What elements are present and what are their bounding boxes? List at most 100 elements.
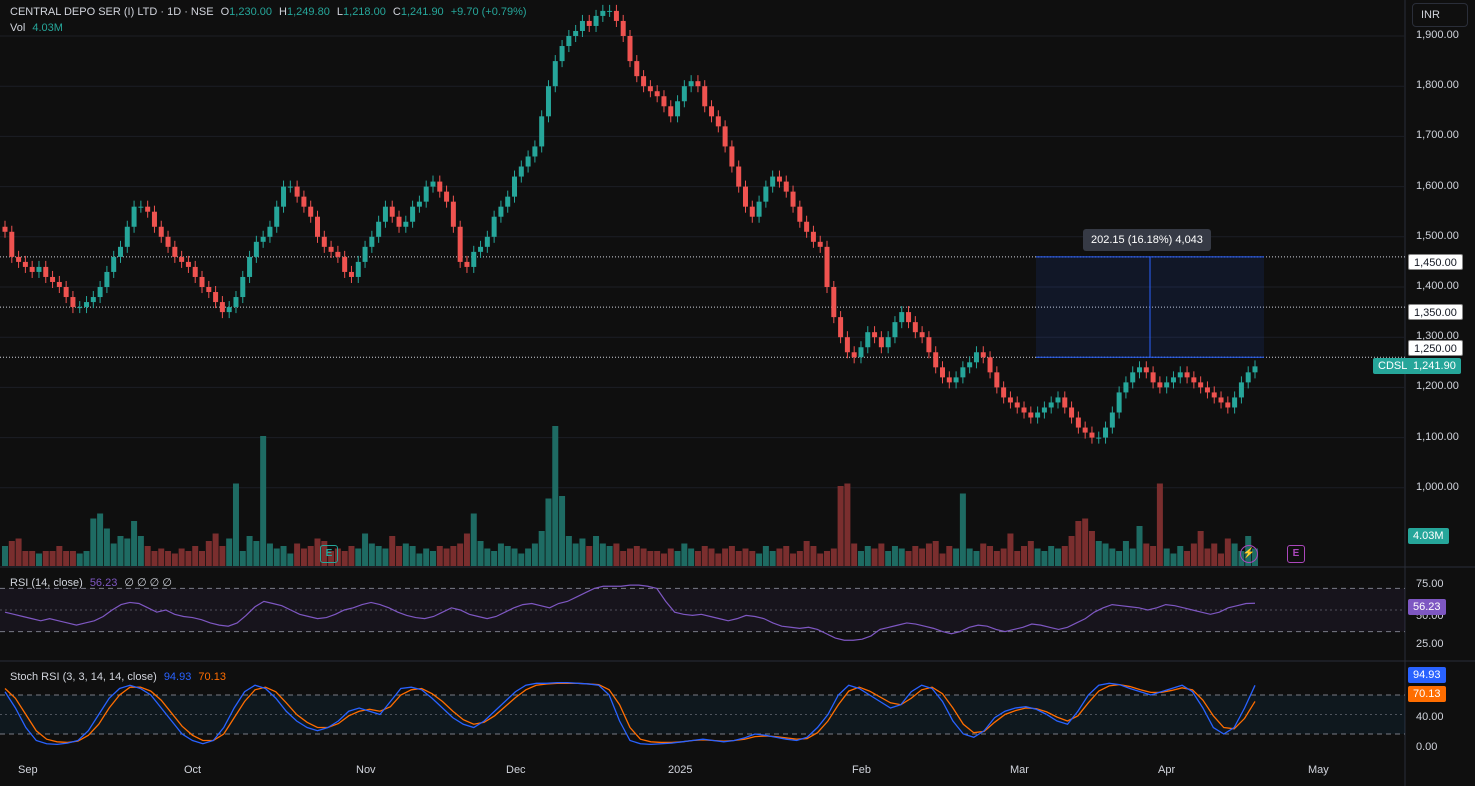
- high-value: 1,249.80: [287, 6, 330, 18]
- candle-body: [620, 20, 626, 36]
- candle-body: [287, 186, 293, 188]
- candle-body: [1252, 366, 1258, 373]
- candle-body: [654, 91, 660, 97]
- volume-bar: [667, 548, 674, 566]
- candle-body: [240, 276, 246, 298]
- candle-body: [308, 206, 314, 217]
- price-axis-label: 1,000.00: [1416, 480, 1459, 493]
- volume-label[interactable]: Vol: [10, 22, 26, 34]
- candle-body: [376, 221, 382, 237]
- measure-label[interactable]: 202.15 (16.18%) 4,043: [1083, 229, 1211, 251]
- volume-bar: [416, 553, 423, 566]
- low-value: 1,218.00: [343, 6, 386, 18]
- volume-legend: Vol 4.03M: [10, 22, 63, 34]
- volume-bar: [749, 551, 756, 566]
- candle-body: [1191, 377, 1197, 383]
- volume-bar: [1224, 538, 1231, 566]
- candle-body: [36, 266, 42, 272]
- candle-body: [973, 352, 979, 363]
- candle-body: [1137, 367, 1143, 373]
- volume-bar: [1075, 521, 1082, 566]
- stoch-axis-0: 0.00: [1416, 741, 1438, 753]
- candle-body: [70, 297, 76, 308]
- stoch-title[interactable]: Stoch RSI (3, 3, 14, 14, close): [10, 671, 157, 683]
- candle-body: [736, 166, 742, 187]
- volume-bar: [103, 528, 110, 566]
- earnings-upcoming-icon[interactable]: E: [1287, 545, 1305, 563]
- horizontal-line-tag-1250[interactable]: 1,250.00: [1408, 340, 1463, 356]
- volume-bar: [409, 546, 416, 566]
- candle-body: [104, 271, 110, 287]
- horizontal-line-tag-1350[interactable]: 1,350.00: [1408, 304, 1463, 320]
- volume-bar: [538, 531, 545, 566]
- volume-bar: [1136, 526, 1143, 566]
- candle-body: [43, 266, 49, 277]
- volume-bar: [525, 548, 532, 566]
- volume-bar: [49, 551, 56, 566]
- rsi-title[interactable]: RSI (14, close): [10, 577, 83, 589]
- candle-body: [498, 206, 504, 217]
- volume-bar: [260, 436, 267, 566]
- volume-bar: [307, 546, 314, 566]
- high-label: H: [279, 6, 287, 18]
- volume-bar: [953, 548, 960, 566]
- candle-body: [607, 10, 613, 12]
- candle-body: [151, 211, 157, 227]
- candle-body: [90, 297, 96, 303]
- volume-bar: [946, 546, 953, 566]
- rsi-legend: RSI (14, close) 56.23 ∅ ∅ ∅ ∅: [10, 576, 172, 589]
- volume-bar: [844, 483, 851, 566]
- volume-bar: [151, 551, 158, 566]
- volume-bar: [42, 551, 49, 566]
- dividend-icon[interactable]: ⚡: [1240, 545, 1258, 563]
- time-axis-mar: Mar: [1010, 764, 1029, 776]
- volume-bar: [171, 553, 178, 566]
- volume-bar: [959, 493, 966, 566]
- candle-body: [797, 206, 803, 222]
- candle-body: [702, 86, 708, 107]
- candle-body: [315, 216, 320, 237]
- stoch-k-line: [4, 682, 1256, 746]
- candle-body: [804, 221, 810, 232]
- candle-body: [22, 261, 28, 267]
- candle-body: [206, 287, 212, 293]
- last-price-tag: 1,241.90: [1408, 358, 1461, 374]
- volume-bar: [939, 553, 946, 566]
- horizontal-line-tag-1450[interactable]: 1,450.00: [1408, 254, 1463, 270]
- volume-bar: [627, 548, 633, 566]
- volume-bar: [1163, 548, 1170, 566]
- symbol-title[interactable]: CENTRAL DEPO SER (I) LTD · 1D · NSE: [10, 6, 214, 18]
- candle-body: [545, 86, 551, 117]
- earnings-icon[interactable]: E: [320, 545, 338, 563]
- volume-bar: [443, 548, 450, 566]
- candle-body: [1232, 397, 1238, 408]
- candle-body: [885, 337, 891, 348]
- volume-bar: [124, 538, 131, 566]
- currency-button[interactable]: INR: [1412, 3, 1468, 27]
- candle-body: [878, 337, 884, 348]
- open-value: 1,230.00: [229, 6, 272, 18]
- candle-body: [722, 126, 728, 147]
- volume-bar: [280, 546, 287, 566]
- volume-bar: [76, 553, 83, 566]
- candle-body: [403, 221, 409, 227]
- volume-bar: [559, 496, 566, 566]
- candle-body: [790, 191, 796, 207]
- volume-bar: [1102, 543, 1109, 566]
- candle-body: [865, 332, 871, 348]
- volume-bar: [1068, 536, 1075, 566]
- volume-bar: [660, 553, 667, 566]
- volume-bar: [199, 551, 206, 566]
- volume-bar: [912, 546, 919, 566]
- candle-body: [600, 10, 606, 16]
- time-axis-feb: Feb: [852, 764, 871, 776]
- volume-bar: [253, 541, 260, 566]
- volume-bar: [776, 548, 783, 566]
- volume-bar: [8, 541, 15, 566]
- price-axis-label: 1,100.00: [1416, 430, 1459, 443]
- volume-bar: [824, 551, 831, 566]
- candle-body: [179, 256, 185, 262]
- volume-bar: [1054, 548, 1061, 566]
